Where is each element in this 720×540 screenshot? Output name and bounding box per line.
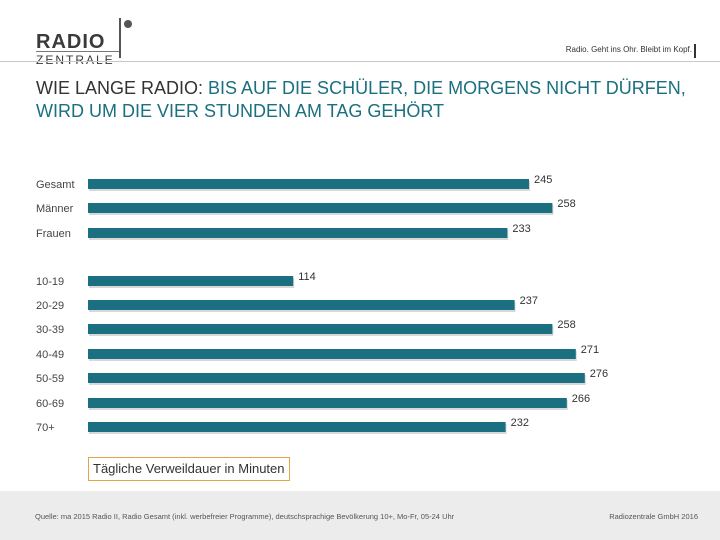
category-label: 70+ <box>36 422 55 434</box>
value-label: 237 <box>520 295 538 307</box>
category-label: 40-49 <box>36 349 64 361</box>
bar <box>88 422 506 432</box>
footer-source: Quelle: ma 2015 Radio II, Radio Gesamt (… <box>35 512 455 521</box>
bar <box>88 228 508 238</box>
logo-underline <box>36 51 119 52</box>
category-label: Gesamt <box>36 179 75 191</box>
radiozentrale-logo: RADIO ZENTRALE <box>36 18 136 66</box>
bar <box>88 398 567 408</box>
category-label: 60-69 <box>36 398 64 410</box>
footer: Quelle: ma 2015 Radio II, Radio Gesamt (… <box>0 491 720 540</box>
bar <box>88 179 529 189</box>
bar <box>88 300 515 310</box>
value-label: 114 <box>298 271 316 283</box>
tagline: Radio. Geht ins Ohr. Bleibt im Kopf. <box>566 44 696 58</box>
header-divider <box>0 61 720 62</box>
category-label: Frauen <box>36 228 71 240</box>
bar <box>88 373 585 383</box>
axis-label: Tägliche Verweildauer in Minuten <box>88 457 290 481</box>
title-highlight: BIS AUF DIE SCHÜLER, DIE MORGENS NICHT D… <box>36 78 686 121</box>
value-label: 266 <box>572 393 590 405</box>
bar <box>88 276 294 286</box>
bar <box>88 203 553 213</box>
bar <box>88 324 553 334</box>
value-label: 276 <box>590 368 608 380</box>
slide-title: WIE LANGE RADIO: BIS AUF DIE SCHÜLER, DI… <box>36 77 696 123</box>
bar-chart: Gesamt 245 Männer 258 Frauen 233 10-19 114 20-29… <box>36 174 608 434</box>
footer-copyright: Radiozentrale GmbH 2016 <box>609 512 698 521</box>
value-label: 271 <box>581 344 599 356</box>
category-label: 10-19 <box>36 276 64 288</box>
value-label: 258 <box>557 198 575 210</box>
value-label: 258 <box>557 319 575 331</box>
value-label: 233 <box>512 223 530 235</box>
category-label: Männer <box>36 203 74 215</box>
category-label: 20-29 <box>36 300 64 312</box>
logo-radio-text: RADIO <box>36 31 106 53</box>
logo-zentrale-text: ZENTRALE <box>36 53 115 67</box>
category-label: 30-39 <box>36 324 64 336</box>
logo-dot <box>124 20 132 28</box>
bar <box>88 349 576 359</box>
logo-divider <box>119 18 121 58</box>
value-label: 232 <box>511 417 529 429</box>
category-label: 50-59 <box>36 373 64 385</box>
value-label: 245 <box>534 174 552 186</box>
title-prefix: WIE LANGE RADIO: <box>36 78 209 98</box>
